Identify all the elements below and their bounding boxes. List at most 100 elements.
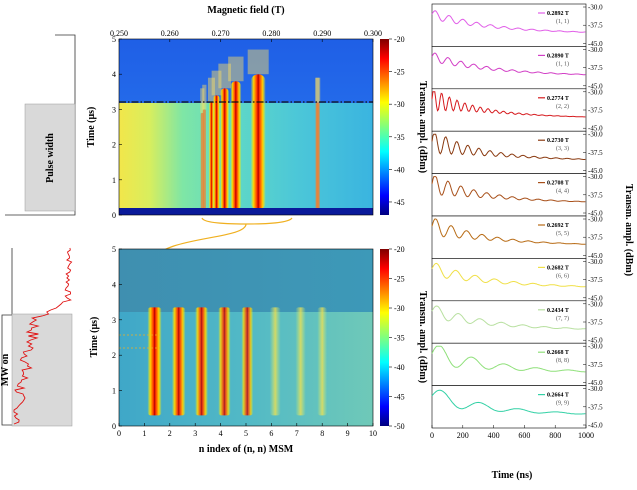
trace-y-tick-label: -37.5 [588, 234, 603, 242]
legend-field: 0.2664 T [547, 393, 569, 399]
resonance-peak [202, 109, 206, 210]
bracket-top [201, 217, 293, 225]
trace-panel-frame [431, 173, 587, 217]
mw-on-schematic: MW on [0, 247, 73, 427]
y-tick-label: 1 [112, 387, 116, 396]
peak-decay-tail [315, 77, 320, 103]
trace-panel-frame [431, 3, 587, 47]
trace-y-tick-label: -45.0 [588, 422, 603, 430]
mw-on-box [11, 313, 73, 427]
top-colorbar [380, 39, 389, 215]
time-traces-y-label: Transm. ampl. (dBm) [623, 184, 634, 276]
trace-y-tick-label: -37.5 [588, 319, 603, 327]
trace-y-tick-label: -45.0 [588, 379, 603, 387]
trace-y-tick-label: -45.0 [588, 125, 603, 133]
trace-y-tick-label: -37.5 [588, 191, 603, 199]
trace-panel: -30.0 -37.5 -45.0 0.2668 T(8, 8) [431, 343, 603, 387]
peak-decay-tail [211, 70, 222, 96]
pulse-width-label: Pulse width [45, 133, 56, 183]
trace-y-tick-label: -45.0 [588, 167, 603, 175]
colorbar-tick-label: -30 [394, 304, 405, 313]
trace-panel-frame [431, 385, 587, 429]
bottom-y-axis-label: Time (μs) [89, 317, 100, 358]
bottom-heatmap-image [119, 249, 373, 426]
time-traces-x-ticks: 0 200 400 600 800 1000 [430, 425, 594, 440]
colorbar-tick-label: -45 [394, 198, 405, 207]
msm-stripe [317, 307, 328, 416]
mw-outline [1, 248, 13, 426]
colorbar-tick-label: -20 [394, 35, 405, 44]
x-tick-label: 0.270 [212, 29, 230, 38]
trace-panel: -30.0 -37.5 -45.0 0.2434 T(7, 7) [431, 300, 603, 345]
time-traces-stack: -30.0-37.5-45.00.2892 T(1, 1)-30.0-37.5-… [431, 3, 603, 430]
msm-stripe [218, 307, 231, 416]
legend-field: 0.2668 T [547, 350, 569, 356]
bottom-x-axis-label: n index of (n, n) MSM [199, 444, 294, 455]
top-bottom-band [119, 208, 373, 215]
colorbar-tick-label: -30 [394, 100, 405, 109]
y-tick-label: 0 [112, 211, 116, 220]
trace-y-tick-label: -45.0 [588, 82, 603, 90]
legend-field: 0.2434 T [547, 308, 569, 314]
trace-y-tick-label: -45.0 [588, 40, 603, 48]
peak-decay-tail [316, 77, 321, 103]
trace-x-tick-label: 0 [430, 431, 434, 440]
legend-index: (9, 9) [556, 400, 569, 407]
resonance-peak [220, 88, 230, 210]
legend-field: 0.2892 T [547, 11, 569, 17]
msm-stripe [147, 307, 162, 416]
legend-field: 0.2890 T [547, 53, 569, 59]
trace-y-tick-label: -30.0 [588, 46, 603, 54]
top-heatmap-image [119, 39, 373, 215]
resonance-peak [230, 81, 242, 210]
trace-line [431, 262, 586, 288]
legend-index: (3, 3) [556, 145, 569, 152]
x-tick-label: 2 [168, 429, 172, 438]
trace-panel: -30.0 -37.5 -45.0 0.2890 T(1, 1) [431, 46, 603, 90]
trace-y-tick-label: -30.0 [588, 131, 603, 139]
resonance-peak [213, 95, 221, 210]
legend-field: 0.2692 T [547, 223, 569, 229]
transmission-trace [13, 247, 73, 425]
colorbar-tick-label: -35 [394, 133, 405, 142]
x-tick-label: 1 [142, 429, 146, 438]
trace-line [431, 345, 586, 373]
x-tick-label: 10 [369, 429, 377, 438]
bottom-msm-stripes [147, 307, 328, 416]
legend-index: (6, 6) [556, 272, 569, 279]
trace-y-tick-label: -37.5 [588, 276, 603, 284]
legend-field: 0.2774 T [547, 96, 569, 102]
trace-x-tick-label: 1000 [578, 431, 594, 440]
msm-stripe [171, 307, 186, 416]
x-tick-label: 6 [269, 429, 273, 438]
trace-y-tick-label: -30.0 [588, 173, 603, 181]
x-tick-label: 5 [244, 429, 248, 438]
trace-panel: -30.0 -37.5 -45.0 0.2664 T(9, 9) [431, 385, 603, 430]
top-y-ticks: 0 1 2 3 4 5 [112, 35, 122, 220]
trace-x-tick-label: 400 [488, 431, 500, 440]
x-tick-label: 4 [219, 429, 223, 438]
trace-y-tick-label: -37.5 [588, 107, 603, 115]
mw-on-label: MW on [0, 353, 11, 386]
trace-line [431, 389, 586, 415]
legend-index: (5, 5) [556, 230, 569, 237]
trace-y-tick-label: -45.0 [588, 294, 603, 302]
x-tick-label: 8 [320, 429, 324, 438]
resonance-peak [316, 102, 320, 210]
legend-index: (2, 2) [556, 103, 569, 110]
msm-stripe [269, 307, 281, 416]
legend-index: (1, 1) [556, 18, 569, 25]
msm-stripe [241, 307, 254, 416]
trace-panel: -30.0 -37.5 -45.0 0.2892 T(1, 1) [431, 3, 603, 48]
peak-decay-tail [207, 77, 215, 103]
legend-index: (7, 7) [556, 315, 569, 322]
peak-decay-tail [218, 63, 231, 89]
trace-panel: -30.0 -37.5 -45.0 0.2692 T(5, 5) [431, 216, 603, 260]
top-y-axis-label: Time (μs) [86, 107, 97, 148]
y-tick-label: 3 [112, 316, 116, 325]
bottom-heatmap: 0 1 2 3 4 5 6 7 8 9 10 0 1 2 3 4 5 Time (μs) n index of… [89, 245, 428, 455]
colorbar-tick-label: -40 [394, 363, 405, 372]
trace-y-tick-label: -45.0 [588, 337, 603, 345]
trace-y-tick-label: -30.0 [588, 88, 603, 96]
